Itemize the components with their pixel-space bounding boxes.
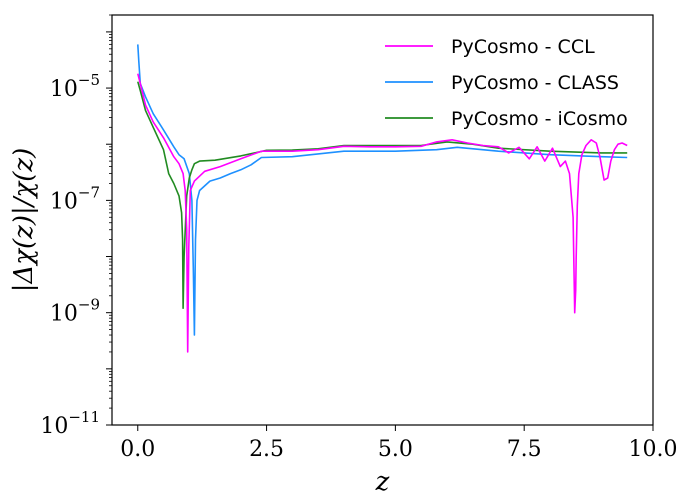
legend-label-0: PyCosmo - CCL <box>451 36 595 58</box>
x-axis-label: z <box>375 467 390 497</box>
y-tick-label: 10−9 <box>50 296 100 327</box>
x-tick-label: 7.5 <box>507 437 542 462</box>
series-line-0 <box>137 73 628 353</box>
x-tick-label: 2.5 <box>249 437 284 462</box>
x-tick-label: 5.0 <box>378 437 413 462</box>
x-tick-label: 10.0 <box>629 437 678 462</box>
series-line-1 <box>137 44 628 336</box>
legend-label-1: PyCosmo - CLASS <box>451 72 619 94</box>
y-axis-label: |Δχ(z)|/χ(z) <box>9 148 39 293</box>
y-tick-label: 10−7 <box>50 183 100 214</box>
legend-label-2: PyCosmo - iCosmo <box>451 108 628 130</box>
x-tick-label: 0.0 <box>120 437 155 462</box>
axes-frame <box>111 14 654 426</box>
plot-area <box>137 44 628 353</box>
series-line-2 <box>137 81 628 310</box>
y-tick-label: 10−11 <box>40 408 100 439</box>
legend: PyCosmo - CCL PyCosmo - CLASS PyCosmo - iC… <box>385 36 628 130</box>
y-axis: 10−11 10−9 10−7 10−5 <box>40 14 112 439</box>
x-axis: 0.0 2.5 5.0 7.5 10.0 <box>120 425 677 462</box>
y-tick-label: 10−5 <box>50 71 100 102</box>
